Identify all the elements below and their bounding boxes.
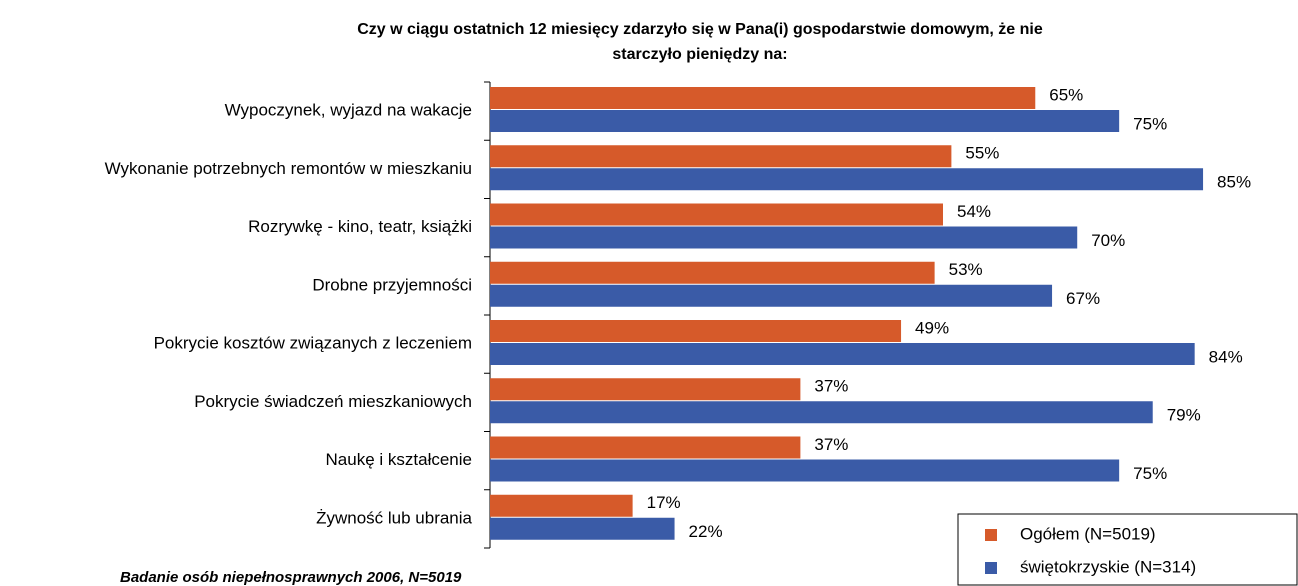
value-label: 37%: [814, 435, 848, 454]
bar: [490, 378, 801, 401]
bar: [490, 320, 902, 342]
chart-title: Czy w ciągu ostatnich 12 miesięcy zdarzy…: [357, 21, 1043, 38]
bar: [490, 494, 633, 517]
value-label: 85%: [1217, 173, 1251, 192]
legend-swatch: [985, 529, 997, 541]
category-label: Wykonanie potrzebnych remontów w mieszka…: [105, 159, 472, 178]
bar: [490, 168, 1204, 191]
value-label: 67%: [1066, 289, 1100, 308]
bar: [490, 436, 801, 459]
legend-label: świętokrzyskie (N=314): [1020, 557, 1196, 576]
value-label: 49%: [915, 318, 949, 337]
bar: [490, 145, 952, 168]
value-label: 37%: [814, 377, 848, 396]
category-label: Drobne przyjemności: [312, 275, 472, 294]
category-label: Wypoczynek, wyjazd na wakacje: [225, 101, 472, 120]
bar: [490, 459, 1120, 482]
legend-swatch: [985, 562, 997, 574]
value-label: 54%: [957, 202, 991, 221]
value-label: 75%: [1133, 464, 1167, 483]
bar: [490, 284, 1053, 307]
category-label: Pokrycie kosztów związanych z leczeniem: [154, 334, 472, 353]
category-label: Pokrycie świadczeń mieszkaniowych: [194, 392, 472, 411]
value-label: 53%: [949, 260, 983, 279]
bar: [490, 401, 1153, 424]
value-label: 84%: [1209, 347, 1243, 366]
value-label: 55%: [965, 144, 999, 163]
bar: [490, 110, 1120, 132]
value-label: 79%: [1167, 406, 1201, 425]
category-label: Rozrywkę - kino, teatr, książki: [248, 217, 472, 236]
category-label: Żywność lub ubrania: [316, 508, 472, 527]
bar: [490, 343, 1195, 365]
value-label: 75%: [1133, 114, 1167, 133]
bar: [490, 226, 1078, 249]
bar: [490, 261, 935, 284]
bar: [490, 203, 943, 226]
legend-label: Ogółem (N=5019): [1020, 524, 1156, 543]
value-label: 65%: [1049, 85, 1083, 104]
value-label: 70%: [1091, 231, 1125, 250]
chart-title: starczyło pieniędzy na:: [612, 46, 787, 63]
bar: [490, 517, 675, 540]
category-label: Naukę i kształcenie: [326, 450, 472, 469]
value-label: 17%: [647, 493, 681, 512]
footnote: Badanie osób niepełnosprawnych 2006, N=5…: [120, 569, 462, 586]
bar: [490, 87, 1036, 109]
legend-box: [957, 513, 1298, 586]
value-label: 22%: [689, 522, 723, 541]
